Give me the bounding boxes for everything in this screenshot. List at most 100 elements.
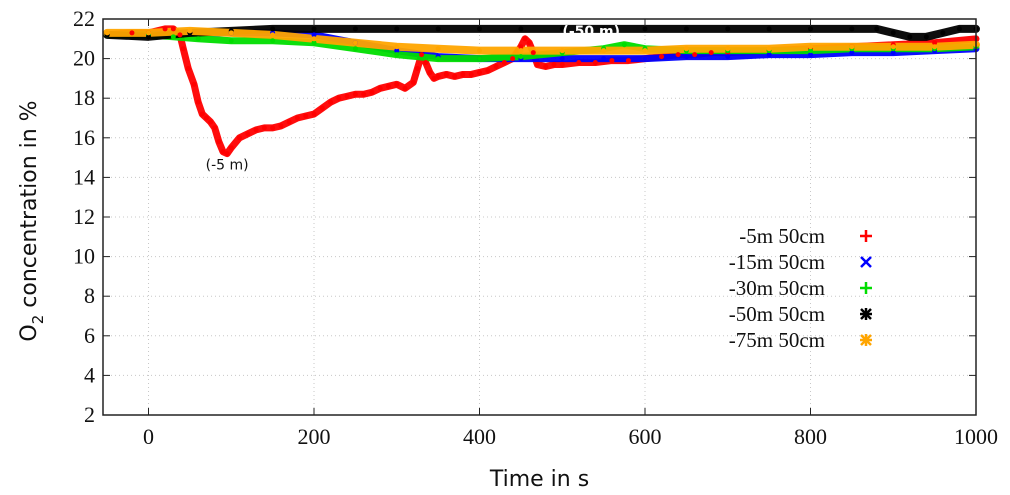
series-1-point xyxy=(199,111,205,117)
series-1-point xyxy=(237,135,243,141)
y-tick-label: 2 xyxy=(84,402,95,427)
series-1-point xyxy=(162,26,168,32)
series-3-point xyxy=(435,56,441,62)
series-5-point xyxy=(808,44,814,50)
x-axis-label: Time in s xyxy=(489,467,589,492)
series-5-point xyxy=(849,44,855,50)
series-3-point xyxy=(621,42,627,48)
series-1-point xyxy=(344,93,350,99)
series-3-point xyxy=(270,38,276,44)
series-1-point xyxy=(129,30,135,36)
series-4-point xyxy=(725,26,731,32)
series-1-point xyxy=(534,62,540,68)
series-1-point xyxy=(319,105,325,111)
series-4-point xyxy=(559,26,565,32)
series-2-point xyxy=(642,56,648,62)
series-1-point xyxy=(216,139,222,145)
series-1-point xyxy=(692,52,698,58)
series-1-point xyxy=(659,54,665,60)
legend-entry-label: -75m 50cm xyxy=(729,328,825,352)
x-tick-label: 400 xyxy=(463,424,496,449)
series-1-point xyxy=(253,127,259,133)
legend-marker xyxy=(860,334,872,346)
series-5-point xyxy=(311,36,317,42)
series-4-point xyxy=(270,26,276,32)
series-5-point xyxy=(518,48,524,54)
series-4-point xyxy=(146,34,152,40)
grid xyxy=(103,19,976,415)
y-tick-label: 8 xyxy=(84,283,95,308)
series-1-point xyxy=(177,32,183,38)
series-2-point xyxy=(808,52,814,58)
series-1-point xyxy=(385,83,391,89)
series-3-point xyxy=(808,48,814,54)
series-1-point xyxy=(394,81,400,87)
series-1-point xyxy=(559,62,565,68)
series-5-point xyxy=(725,46,731,52)
x-tick-label: 1000 xyxy=(954,424,998,449)
series-5-point xyxy=(394,44,400,50)
series-4-point xyxy=(435,26,441,32)
series-1-point xyxy=(402,85,408,91)
series-4-point xyxy=(601,26,607,32)
series-5-point xyxy=(270,32,276,38)
legend: -5m 50cm-15m 50cm-30m 50cm-50m 50cm-75m … xyxy=(729,224,872,352)
series-3-point xyxy=(518,54,524,60)
series-1-point xyxy=(427,69,433,75)
series-3-point xyxy=(311,40,317,46)
annotation-label: (-5 m) xyxy=(206,157,249,173)
legend-entry-label: -50m 50cm xyxy=(729,302,825,326)
x-tick-label: 600 xyxy=(629,424,662,449)
series-5-point xyxy=(766,46,772,52)
series-2-point xyxy=(683,54,689,60)
series-1-point xyxy=(530,50,536,56)
series-4-point xyxy=(683,26,689,32)
y-tick-label: 10 xyxy=(73,244,95,269)
series-2-point xyxy=(890,50,896,56)
series-1-point xyxy=(501,60,507,66)
series-1-point xyxy=(452,73,458,79)
series-1-point xyxy=(675,52,681,58)
series-1-point xyxy=(414,66,420,71)
series-1-point xyxy=(180,46,186,52)
series-2-point xyxy=(311,32,317,38)
y-tick-label: 16 xyxy=(73,125,95,150)
series-5-point xyxy=(435,46,441,52)
series-4-point xyxy=(808,26,814,32)
series-3-point xyxy=(394,52,400,58)
y-tick-label: 22 xyxy=(73,6,95,31)
legend-marker-stroke xyxy=(860,256,872,268)
series-1-point xyxy=(352,91,358,97)
series-1-point xyxy=(431,75,437,81)
series-1-point xyxy=(245,131,251,137)
series-1-point xyxy=(609,58,615,64)
series-1-point xyxy=(493,64,499,70)
series-1-point xyxy=(708,50,714,56)
series-5-point xyxy=(146,30,152,36)
y-tick-label: 12 xyxy=(73,204,95,229)
y-tick-label: 20 xyxy=(73,46,95,71)
series-1-point xyxy=(261,125,267,131)
series-4-point xyxy=(394,26,400,32)
legend-entry-label: -30m 50cm xyxy=(729,276,825,300)
series-1-point xyxy=(592,60,598,66)
legend-entry-label: -5m 50cm xyxy=(739,224,825,248)
series-1-point xyxy=(336,95,342,101)
series-1-point xyxy=(208,119,214,125)
legend-marker xyxy=(860,282,872,294)
series-1-point xyxy=(423,60,429,66)
series-1-point xyxy=(443,71,449,77)
series-4-point xyxy=(940,30,946,36)
series-1-point xyxy=(361,91,367,97)
series-5-point xyxy=(104,30,110,36)
series-1-point xyxy=(294,115,300,121)
axis-ticks: 2 4 6 8 10 12 14 16 18 20 22 0 200 400 600 800 1000 xyxy=(73,6,998,449)
series-1-point xyxy=(191,81,197,87)
series-1-point xyxy=(522,36,528,42)
series-1-point xyxy=(185,66,191,71)
series-1-point xyxy=(195,99,201,105)
series-1-point xyxy=(526,40,532,46)
series-1-point xyxy=(224,151,230,157)
legend-marker xyxy=(860,256,872,268)
series-5-point xyxy=(352,40,358,46)
